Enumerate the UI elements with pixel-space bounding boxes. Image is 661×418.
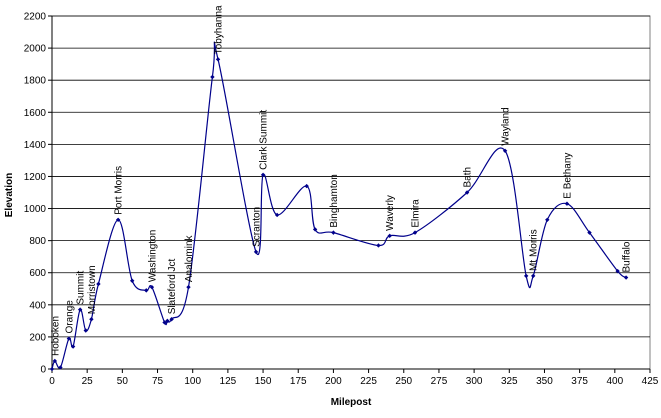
axes xyxy=(51,16,650,370)
station-label: Slateford Jct xyxy=(167,258,178,314)
y-axis-title: Elevation xyxy=(4,173,15,217)
data-point xyxy=(545,217,550,222)
data-point xyxy=(149,284,155,290)
station-label: Binghamton xyxy=(329,174,340,227)
station-label: Elmira xyxy=(411,199,422,228)
data-point xyxy=(49,366,55,372)
data-point xyxy=(331,230,336,235)
x-tick-label: 100 xyxy=(184,376,201,387)
data-point xyxy=(587,230,592,235)
station-label: Hoboken xyxy=(50,316,61,356)
y-tick-label: 200 xyxy=(29,332,46,343)
data-point xyxy=(387,233,392,239)
data-points xyxy=(49,57,629,372)
y-tick-label: 1800 xyxy=(24,76,47,87)
x-axis-title: Milepost xyxy=(331,397,372,408)
x-tick-label: 50 xyxy=(117,376,129,387)
data-point xyxy=(169,317,174,322)
station-label: Buffalo xyxy=(622,241,633,272)
data-point xyxy=(502,148,508,153)
data-point xyxy=(186,284,191,290)
data-point xyxy=(215,57,221,62)
gridlines xyxy=(48,15,650,370)
data-point xyxy=(96,281,101,287)
data-point xyxy=(58,365,63,370)
x-tick-label: 200 xyxy=(325,376,342,387)
x-tick-label: 150 xyxy=(255,376,272,387)
data-point xyxy=(274,212,280,218)
station-label: Summit xyxy=(76,271,87,305)
x-tick-labels: 0 25 50 75 100 125 150 175 200 225 250 275 300 325 350… xyxy=(49,369,659,387)
series-line xyxy=(51,41,627,370)
station-label: Clark Summit xyxy=(259,110,270,170)
x-tick-label: 350 xyxy=(536,376,553,387)
data-point xyxy=(523,273,529,279)
data-point xyxy=(615,268,620,274)
data-point xyxy=(165,318,170,324)
x-tick-label: 275 xyxy=(431,376,448,387)
y-tick-label: 1400 xyxy=(24,140,47,151)
x-tick-label: 425 xyxy=(642,376,659,387)
data-point xyxy=(412,230,418,235)
data-point xyxy=(531,273,536,279)
data-point xyxy=(623,275,629,280)
station-label: Morristown xyxy=(87,265,98,314)
data-point xyxy=(70,344,76,349)
data-point xyxy=(130,278,135,283)
station-label: Washington xyxy=(147,230,158,282)
y-tick-label: 400 xyxy=(29,300,46,311)
x-tick-label: 400 xyxy=(606,376,623,387)
data-point xyxy=(89,317,94,322)
station-label: Waverly xyxy=(385,195,396,231)
station-label: Wayland xyxy=(501,107,512,146)
y-tick-label: 800 xyxy=(29,236,46,247)
y-tick-label: 2000 xyxy=(24,44,47,55)
y-tick-labels: 0 200 400 600 800 1000 1200 1400 1600 1800 2000 220… xyxy=(24,12,47,376)
x-tick-label: 125 xyxy=(220,376,237,387)
y-tick-label: 1600 xyxy=(24,108,47,119)
station-label: Analomink xyxy=(184,234,195,282)
y-tick-label: 2200 xyxy=(24,12,47,23)
x-tick-label: 25 xyxy=(82,376,94,387)
data-point xyxy=(253,249,259,255)
data-point xyxy=(210,74,215,80)
data-point xyxy=(260,172,266,178)
data-point xyxy=(83,328,88,333)
data-point xyxy=(304,183,309,189)
data-point xyxy=(115,217,121,222)
x-tick-label: 0 xyxy=(49,376,55,387)
y-tick-label: 600 xyxy=(29,268,46,279)
y-tick-label: 1200 xyxy=(24,172,47,183)
x-tick-label: 175 xyxy=(290,376,307,387)
station-label: Bath xyxy=(463,167,474,188)
station-label: E Bethany xyxy=(562,153,573,199)
x-tick-label: 300 xyxy=(466,376,483,387)
x-tick-label: 250 xyxy=(395,376,412,387)
data-point xyxy=(464,190,470,195)
data-point xyxy=(52,358,58,364)
data-point xyxy=(376,243,381,248)
data-point xyxy=(564,201,570,206)
y-tick-label: 1000 xyxy=(24,204,47,215)
station-label: Orange xyxy=(64,300,75,334)
plot-area xyxy=(51,15,651,370)
y-tick-label: 0 xyxy=(40,365,46,376)
data-point xyxy=(66,336,72,341)
station-label: Port Morris xyxy=(114,166,125,215)
data-point xyxy=(312,227,318,232)
data-point xyxy=(144,288,149,293)
x-tick-label: 75 xyxy=(152,376,164,387)
station-label: Tobyhanna xyxy=(214,5,225,54)
data-point xyxy=(162,320,167,325)
data-point xyxy=(77,307,83,312)
x-tick-label: 375 xyxy=(571,376,588,387)
station-label: Scranton xyxy=(252,207,263,247)
x-tick-label: 325 xyxy=(501,376,518,387)
x-tick-label: 225 xyxy=(360,376,377,387)
station-label: Mt Morris xyxy=(529,229,540,271)
